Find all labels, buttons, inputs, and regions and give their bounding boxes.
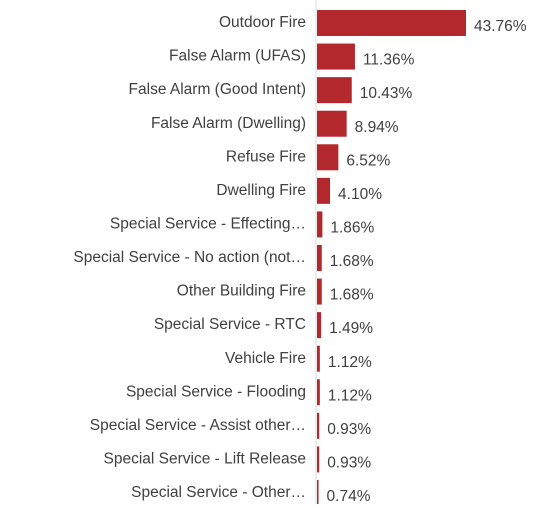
category-label: Special Service - RTC (154, 316, 306, 333)
bar (317, 412, 320, 439)
value-label: 1.68% (330, 253, 374, 270)
bar (317, 177, 331, 204)
category-label: Vehicle Fire (225, 350, 306, 367)
category-label: Special Service - No action (not… (73, 249, 306, 266)
value-label: 0.93% (327, 455, 371, 472)
category-label: Outdoor Fire (219, 14, 306, 31)
value-label: 1.12% (328, 354, 372, 371)
bar (317, 110, 347, 137)
bar (317, 211, 323, 238)
value-label: 1.49% (329, 320, 373, 337)
value-label: 11.36% (363, 52, 415, 69)
category-label: False Alarm (UFAS) (169, 48, 306, 65)
bar (317, 144, 339, 171)
bar (317, 278, 322, 305)
category-label: Special Service - Flooding (126, 383, 306, 400)
category-label: Special Service - Effecting… (110, 216, 306, 233)
value-label: 10.43% (360, 85, 413, 102)
bar (317, 446, 320, 473)
category-label: Special Service - Lift Release (104, 451, 306, 468)
bar (317, 379, 320, 406)
value-label: 6.52% (346, 152, 390, 169)
category-label: Other Building Fire (177, 283, 306, 300)
category-label: Special Service - Assist other… (90, 417, 306, 434)
value-label: 43.76% (474, 18, 527, 35)
bar (317, 10, 466, 36)
category-label: False Alarm (Good Intent) (129, 81, 306, 98)
category-label: False Alarm (Dwelling) (151, 115, 306, 132)
value-label: 1.12% (328, 387, 372, 404)
value-label: 4.10% (338, 186, 382, 203)
category-label: Dwelling Fire (216, 182, 306, 199)
category-label: Refuse Fire (226, 148, 306, 165)
value-label: 8.94% (355, 119, 399, 136)
value-label: 0.93% (327, 421, 371, 438)
category-label: Special Service - Other… (131, 484, 306, 501)
bar (317, 244, 322, 271)
value-label: 1.68% (330, 287, 374, 304)
bar (317, 312, 322, 339)
bar (317, 479, 319, 506)
value-label: 0.74% (327, 488, 371, 504)
value-label: 1.86% (330, 220, 374, 237)
bar (317, 345, 320, 372)
bar (317, 77, 352, 104)
bar (317, 43, 355, 70)
